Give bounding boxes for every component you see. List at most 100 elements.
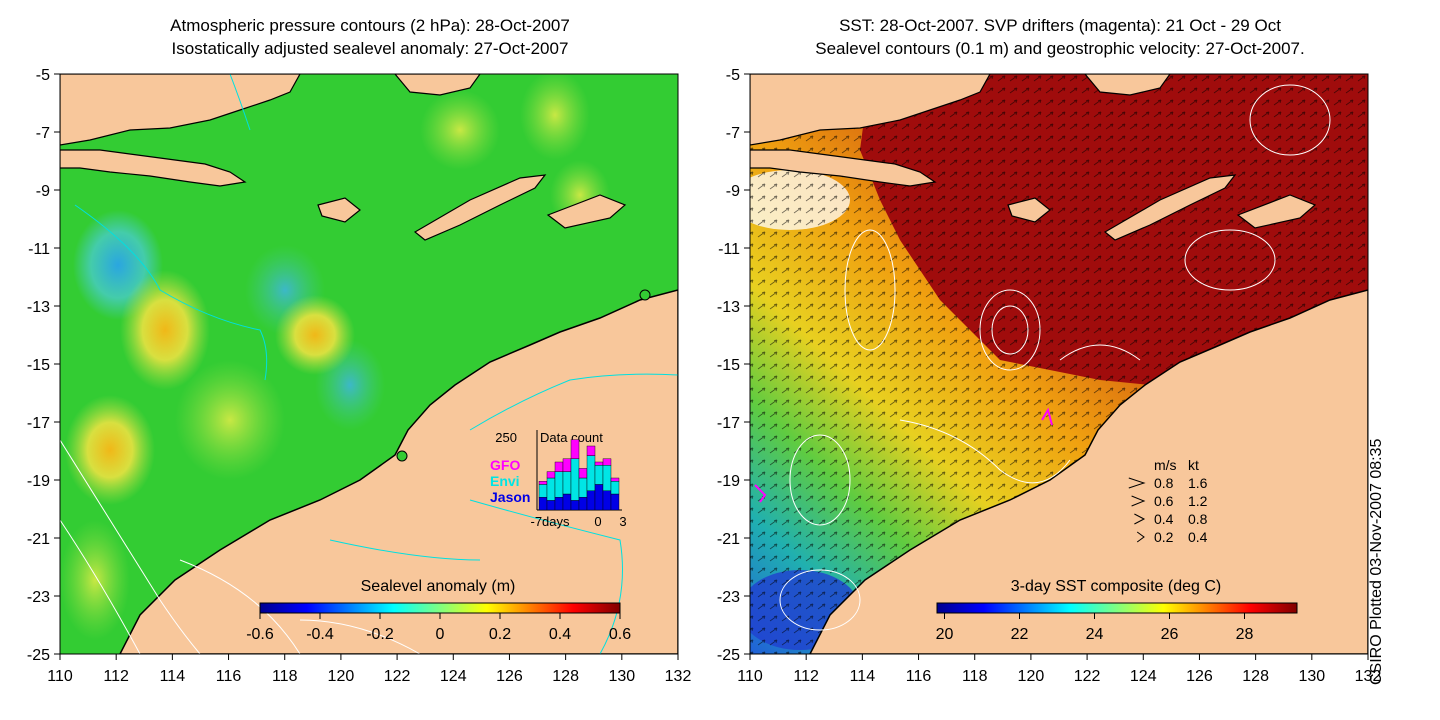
y-tick-label: -11 (28, 241, 50, 258)
y-tick-label: -19 (717, 473, 740, 490)
y-tick-label: -15 (717, 357, 740, 374)
inset-bar-gfo (554, 461, 564, 472)
x-tick-label: 130 (1298, 668, 1325, 685)
x-tick-label: 128 (552, 668, 579, 685)
inset-title: Data count (540, 430, 603, 445)
velocity-legend-kt-header: kt (1188, 457, 1199, 473)
right-title: SST: 28-Oct-2007. SVP drifters (magenta)… (750, 14, 1370, 60)
colorbar-tick-label: 26 (1161, 626, 1179, 643)
inset-x-label-end: 3 (619, 514, 626, 529)
x-tick-label: 116 (216, 668, 242, 685)
x-tick-label: 114 (160, 668, 186, 685)
inset-bar-gfo (538, 481, 548, 485)
colorbar-tick-label: 22 (1011, 626, 1029, 643)
left-axes: 110 112 114 116 118 120 122 124 126 128 130 132 -5 -7… (27, 67, 692, 685)
inset-bar-envi (546, 477, 556, 501)
velocity-arrow (1134, 513, 1146, 525)
colorbar-tick-label: -0.6 (246, 626, 274, 643)
y-tick-label: -25 (717, 647, 740, 664)
x-tick-label: 114 (850, 668, 876, 685)
colorbar-tick-label: 0.2 (489, 626, 511, 643)
right-title-line1: SST: 28-Oct-2007. SVP drifters (magenta)… (839, 16, 1281, 35)
inset-bar-jason (594, 484, 604, 511)
y-tick-label: -23 (27, 589, 50, 606)
x-tick-label: 116 (906, 668, 932, 685)
x-tick-label: 110 (47, 668, 73, 685)
colorbar-tick-label: -0.4 (306, 626, 334, 643)
velocity-ms-value: 0.2 (1154, 529, 1174, 545)
inset-bar-gfo (586, 445, 596, 456)
x-tick-label: 120 (328, 668, 355, 685)
colorbar-tick-label: 28 (1236, 626, 1254, 643)
colorbar-tick-label: 24 (1086, 626, 1104, 643)
colorbar-tick-label: 0.4 (549, 626, 571, 643)
x-tick-label: 122 (1074, 668, 1101, 685)
inset-bar-jason (578, 497, 588, 511)
y-tick-label: -11 (718, 241, 740, 258)
x-tick-label: 110 (737, 668, 763, 685)
y-tick-label: -9 (726, 183, 740, 200)
right-colorbar: 3-day SST composite (deg C) 20 22 24 26 28 (936, 578, 1298, 643)
y-tick-label: -25 (27, 647, 50, 664)
velocity-kt-value: 1.6 (1188, 475, 1208, 491)
y-tick-label: -5 (36, 67, 50, 84)
velocity-kt-value: 0.4 (1188, 529, 1208, 545)
velocity-arrow (1131, 495, 1146, 507)
velocity-kt-value: 1.2 (1188, 493, 1208, 509)
inset-bar-gfo (594, 461, 604, 466)
y-tick-label: -7 (726, 125, 740, 142)
inset-legend-envi: Envi (490, 473, 520, 489)
inset-bar-gfo (546, 471, 556, 479)
right-colorbar-label: 3-day SST composite (deg C) (1011, 578, 1221, 595)
x-tick-label: 124 (440, 668, 467, 685)
right-axes: 110 112 114 116 118 120 122 124 126 128 130 132 -5 -7… (717, 67, 1382, 685)
sla-field (60, 74, 678, 654)
left-title-line1: Atmospheric pressure contours (2 hPa): 2… (170, 16, 570, 35)
left-title: Atmospheric pressure contours (2 hPa): 2… (60, 14, 680, 60)
left-title-line2: Isostatically adjusted sealevel anomaly:… (171, 39, 569, 58)
velocity-arrow (1128, 477, 1146, 489)
colorbar-tick-label: 0.6 (609, 626, 631, 643)
inset-bar-envi (610, 481, 620, 495)
x-tick-label: 126 (496, 668, 523, 685)
x-tick-label: 126 (1186, 668, 1213, 685)
inset-bar-jason (554, 497, 564, 511)
x-tick-label: 112 (793, 668, 819, 685)
inset-bar-jason (562, 493, 572, 511)
y-tick-label: -23 (717, 589, 740, 606)
inset-bar-jason (546, 500, 556, 511)
x-tick-label: 128 (1242, 668, 1269, 685)
inset-bar-gfo (570, 439, 580, 460)
inset-bar-jason (602, 490, 612, 511)
inset-y-max-label: 250 (495, 430, 517, 445)
y-tick-label: -19 (27, 473, 50, 490)
y-tick-label: -15 (27, 357, 50, 374)
velocity-legend-ms-header: m/s (1154, 457, 1177, 473)
inset-bar-jason (610, 493, 620, 511)
x-tick-label: 112 (103, 668, 129, 685)
y-tick-label: -5 (726, 67, 740, 84)
colorbar-tick-label: 20 (936, 626, 954, 643)
velocity-ms-value: 0.4 (1154, 511, 1174, 527)
x-tick-label: 132 (665, 668, 692, 685)
x-tick-label: 120 (1018, 668, 1045, 685)
colorbar-tick-label: -0.2 (366, 626, 394, 643)
y-tick-label: -21 (717, 531, 740, 548)
inset-bar-envi (562, 471, 572, 495)
velocity-arrow (1136, 531, 1145, 543)
inset-bar-envi (578, 477, 588, 498)
inset-legend-gfo: GFO (490, 457, 520, 473)
x-tick-label: 118 (962, 668, 988, 685)
sst-field (750, 74, 1368, 654)
y-tick-label: -17 (717, 415, 740, 432)
y-tick-label: -17 (27, 415, 50, 432)
inset-bar-jason (586, 490, 596, 511)
inset-bar-envi (570, 458, 580, 501)
inset-bar-gfo (610, 477, 620, 482)
left-colorbar-label: Sealevel anomaly (m) (361, 578, 516, 595)
inset-x-label-start: -7days (530, 514, 570, 529)
velocity-legend: m/s kt 0.8 1.6 0.6 1.2 0.4 0.8 0.2 0.4 (1128, 457, 1208, 545)
inset-bar-jason (538, 497, 548, 511)
